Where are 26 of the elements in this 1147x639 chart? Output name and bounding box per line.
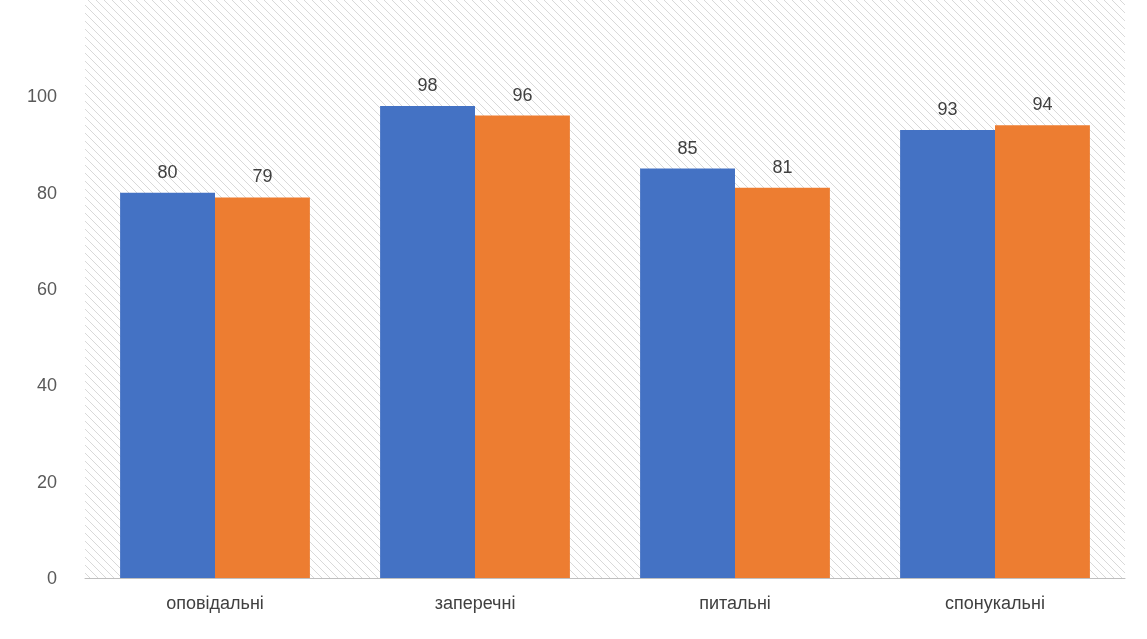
data-label: 98 xyxy=(417,74,438,95)
x-tick-label: заперечні xyxy=(434,593,516,613)
data-label: 96 xyxy=(512,84,533,105)
x-tick-label: питальні xyxy=(699,593,771,613)
bar xyxy=(735,187,830,578)
bar xyxy=(215,197,310,578)
bar xyxy=(900,130,995,578)
x-tick-label: оповідальні xyxy=(166,593,264,613)
data-label: 85 xyxy=(677,137,698,158)
y-tick-label: 60 xyxy=(36,279,57,299)
bar xyxy=(995,125,1090,578)
data-label: 93 xyxy=(937,99,958,120)
y-tick-label: 80 xyxy=(36,182,57,203)
y-tick-label: 0 xyxy=(46,568,57,588)
y-tick-label: 100 xyxy=(26,86,57,107)
data-label: 81 xyxy=(772,156,793,177)
bar xyxy=(475,115,570,578)
bar xyxy=(640,168,735,578)
y-tick-label: 20 xyxy=(36,471,57,492)
bar xyxy=(380,105,475,578)
y-tick-label: 40 xyxy=(36,375,57,396)
data-label: 79 xyxy=(252,166,273,187)
x-tick-label: спонукальні xyxy=(945,593,1045,613)
data-label: 94 xyxy=(1032,94,1053,115)
bar xyxy=(120,192,215,578)
data-label: 80 xyxy=(157,161,178,182)
